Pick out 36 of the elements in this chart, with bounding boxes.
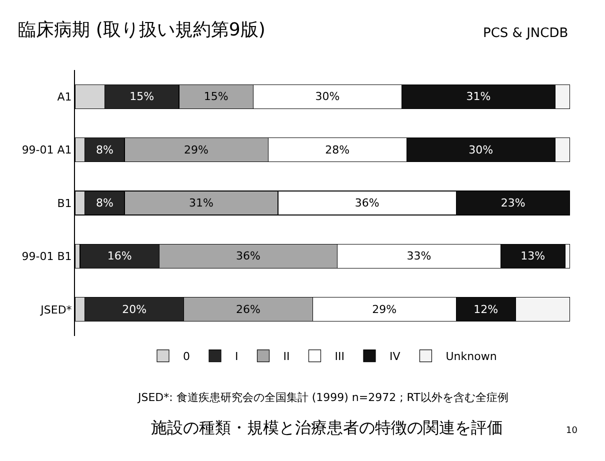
data-label: 16%: [107, 250, 132, 263]
data-label: 28%: [325, 143, 350, 156]
data-label: 30%: [315, 90, 340, 104]
data-label: 31%: [189, 196, 214, 210]
y-tick-label: JSED*: [40, 303, 72, 316]
chart-title: 臨床病期 (取り扱い規約第9版): [18, 20, 266, 41]
data-label: 36%: [236, 250, 260, 263]
legend-label: Unknown: [446, 350, 497, 364]
data-label: 30%: [468, 143, 494, 156]
data-label: 33%: [406, 250, 432, 263]
chart-subtitle: PCS & JNCDB: [483, 26, 568, 41]
data-label: 12%: [474, 302, 498, 316]
data-label: 15%: [204, 90, 228, 104]
text: 10: [566, 426, 578, 436]
data-label: 20%: [122, 302, 147, 316]
legend-label: II: [283, 350, 290, 364]
data-label: 15%: [130, 90, 154, 104]
data-label: 26%: [236, 302, 260, 316]
legend-label: 0: [183, 350, 190, 364]
text: JSED*: 食道疾患研究会の全国集計 (1999) n=2972 ; RT以外を含む全症例: [137, 391, 508, 404]
data-label: 23%: [500, 196, 526, 210]
data-label: 29%: [372, 302, 397, 316]
data-label: 36%: [354, 196, 380, 210]
legend-label: IV: [389, 350, 401, 364]
y-tick-label: B1: [57, 196, 72, 210]
data-label: 13%: [520, 250, 546, 263]
legend-label: III: [334, 350, 344, 364]
data-label: 31%: [466, 90, 491, 104]
y-tick-label: A1: [57, 90, 72, 104]
y-tick-label: 99-01 A1: [22, 144, 72, 157]
data-label: 8%: [96, 143, 114, 156]
legend-label: I: [235, 350, 238, 364]
data-label: 29%: [184, 143, 208, 156]
data-label: 8%: [96, 196, 114, 210]
text: 施設の種類・規模と治療患者の特徴の関連を評価: [151, 418, 503, 437]
y-tick-label: 99-01 B1: [22, 250, 72, 264]
